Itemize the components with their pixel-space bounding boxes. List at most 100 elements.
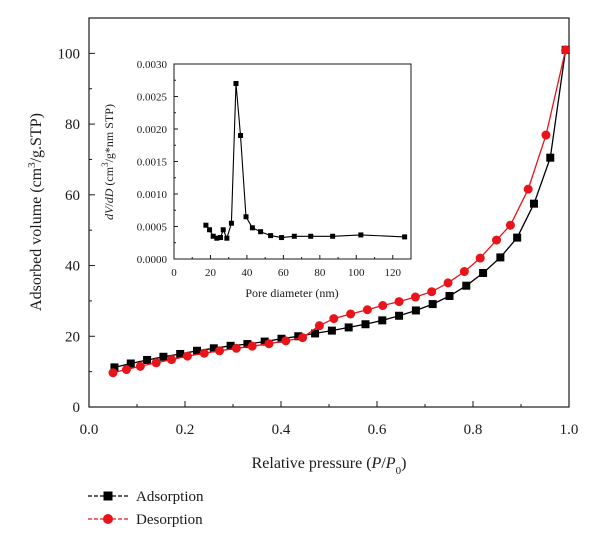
inset-point-series-0: [228, 220, 234, 226]
main-point-adsorption: [529, 199, 538, 208]
main-point-desorption: [561, 45, 571, 55]
main-point-adsorption: [243, 340, 252, 349]
main-point-desorption: [362, 305, 372, 315]
main-point-adsorption: [496, 253, 505, 262]
main-x-tick-label: 0.0: [80, 422, 99, 438]
legend-item-desorption: Desorption: [88, 512, 203, 528]
main-point-desorption: [378, 301, 388, 311]
inset-line-series-0: [205, 83, 405, 240]
inset-point-series-0: [214, 235, 220, 241]
inset-point-series-0: [279, 235, 285, 241]
main-point-adsorption: [159, 352, 168, 361]
main-point-desorption: [459, 267, 469, 277]
main-point-desorption: [427, 287, 437, 297]
inset-point-series-0: [258, 229, 264, 235]
main-point-adsorption: [311, 329, 320, 338]
inset-x-tick-label: 100: [348, 267, 365, 279]
main-point-adsorption: [462, 281, 471, 290]
main-point-adsorption: [395, 311, 404, 320]
inset-y-tick-label: 0.0025: [137, 92, 168, 104]
main-point-desorption: [281, 336, 291, 346]
inset-x-tick-labels: 0 20 40 60 80 100 120: [171, 267, 401, 279]
inset-y-tick-label: 0.0010: [137, 189, 168, 201]
main-point-desorption: [182, 351, 192, 361]
main-point-desorption: [264, 339, 274, 349]
main-point-adsorption: [277, 334, 286, 343]
inset-x-tick-label: 40: [241, 267, 253, 279]
main-point-desorption: [505, 220, 515, 230]
main-point-desorption: [314, 321, 324, 331]
inset-point-series-0: [243, 214, 249, 220]
main-line-desorption: [112, 49, 567, 374]
inset-y-tick-label: 0.0005: [137, 222, 168, 234]
main-point-desorption: [410, 292, 420, 302]
main-y-tick-labels: 0 20 40 60 80 100: [58, 46, 81, 416]
inset-x-tick-label: 20: [205, 267, 217, 279]
main-point-desorption: [121, 365, 131, 375]
inset-point-series-0: [217, 235, 223, 241]
inset-x-axis-label: Pore diameter (nm): [245, 286, 338, 300]
main-y-tick-label: 40: [65, 259, 80, 275]
inset-x-tick-label: 0: [171, 267, 177, 279]
main-x-tick-label: 0.2: [176, 422, 195, 438]
main-point-desorption: [135, 361, 145, 371]
main-point-adsorption: [546, 153, 555, 162]
legend-item-adsorption: Adsorption: [88, 489, 204, 505]
inset-y-tick-labels: 0.0000 0.0005 0.0010 0.0015 0.0020 0.0025 0.00…: [137, 59, 168, 266]
inset-y-tick-label: 0.0030: [137, 59, 168, 71]
inset-point-series-0: [402, 234, 408, 240]
main-x-tick-labels: 0.0 0.2 0.4 0.6 0.8 1.0: [80, 422, 579, 438]
legend-label-adsorption: Adsorption: [136, 489, 204, 505]
main-y-tick-label: 60: [65, 188, 80, 204]
main-series: [108, 45, 571, 378]
inset-point-series-0: [308, 233, 314, 239]
main-point-adsorption: [378, 316, 387, 325]
main-y-axis-label: Adsorbed volume (cm3/g.STP): [26, 113, 45, 311]
main-point-desorption: [394, 297, 404, 307]
main-point-desorption: [541, 130, 551, 140]
main-point-adsorption: [176, 349, 185, 358]
inset-x-tick-label: 80: [314, 267, 326, 279]
main-point-adsorption: [327, 326, 336, 335]
main-point-desorption: [298, 333, 308, 343]
main-point-adsorption: [479, 268, 488, 277]
main-point-adsorption: [126, 359, 135, 368]
main-point-desorption: [523, 184, 533, 194]
main-x-tick-label: 1.0: [560, 422, 579, 438]
inset-point-series-0: [268, 233, 274, 239]
main-ticks: [88, 52, 570, 408]
inset-point-series-0: [207, 227, 213, 233]
inset-point-series-0: [330, 233, 336, 239]
main-point-adsorption: [428, 300, 437, 309]
main-y-tick-label: 80: [65, 117, 80, 133]
inset-ticks: [173, 63, 394, 260]
main-point-adsorption: [193, 346, 201, 355]
main-point-desorption: [247, 341, 257, 351]
main-point-desorption: [492, 235, 502, 245]
inset-y-axis-label: dV/dD (cm3/g*nm STP): [100, 104, 116, 220]
inset-point-series-0: [203, 222, 209, 228]
inset-point-series-0: [291, 233, 297, 239]
main-point-desorption: [199, 348, 209, 358]
main-x-tick-label: 0.8: [464, 422, 483, 438]
main-point-desorption: [346, 309, 356, 319]
main-point-desorption: [329, 314, 339, 324]
inset-point-series-0: [220, 227, 226, 233]
inset-point-series-0: [224, 235, 230, 241]
main-y-tick-label: 20: [65, 329, 80, 345]
inset-point-series-0: [249, 225, 255, 231]
main-point-adsorption: [143, 355, 152, 364]
inset-point-series-0: [238, 133, 244, 138]
main-point-desorption: [167, 355, 177, 365]
main-point-adsorption: [209, 344, 218, 353]
inset-x-tick-label: 120: [385, 267, 402, 279]
inset-point-series-0: [358, 232, 364, 238]
main-point-desorption: [443, 278, 453, 288]
main-point-adsorption: [344, 323, 353, 332]
main-y-tick-label: 100: [58, 46, 81, 62]
inset-x-tick-label: 60: [278, 267, 290, 279]
main-y-tick-label: 0: [73, 400, 81, 416]
main-x-tick-label: 0.6: [368, 422, 387, 438]
main-point-adsorption: [260, 337, 269, 346]
main-point-adsorption: [226, 341, 235, 350]
